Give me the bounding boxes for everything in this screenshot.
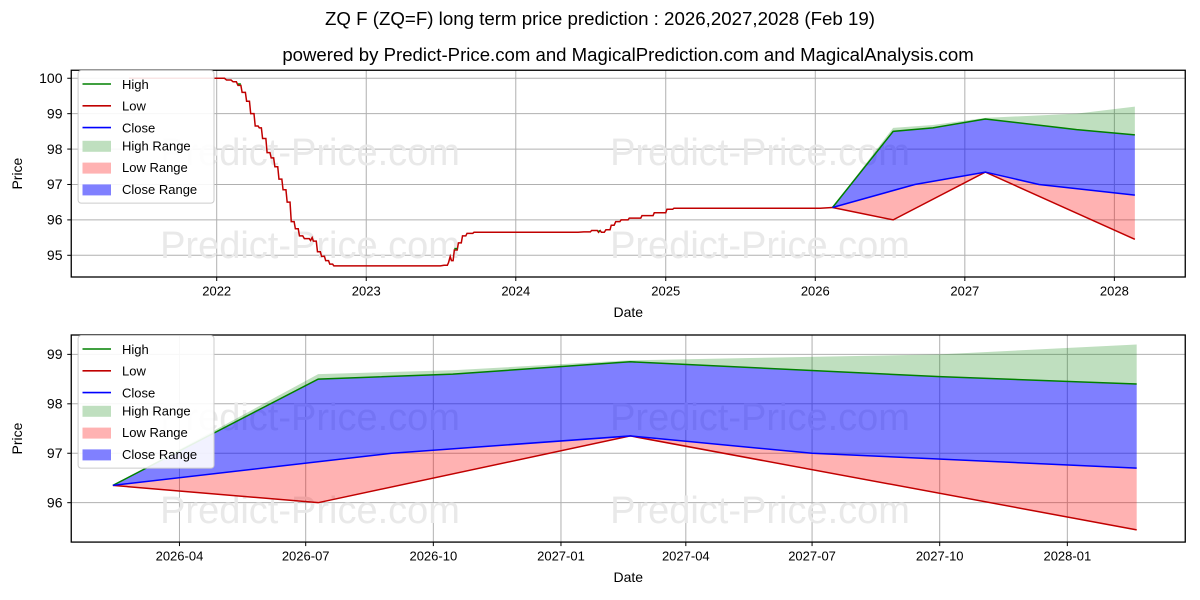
svg-text:2025: 2025	[651, 284, 680, 299]
svg-text:2024: 2024	[501, 284, 530, 299]
svg-text:Predict-Price.com: Predict-Price.com	[610, 225, 910, 267]
svg-text:High: High	[122, 77, 149, 92]
svg-text:High: High	[122, 342, 149, 357]
svg-text:Price: Price	[9, 422, 25, 454]
svg-text:2026-07: 2026-07	[282, 549, 330, 564]
svg-text:Price: Price	[9, 157, 25, 189]
svg-text:95: 95	[47, 247, 63, 263]
svg-text:2027: 2027	[950, 284, 979, 299]
svg-text:2027-07: 2027-07	[788, 549, 836, 564]
svg-text:High Range: High Range	[122, 138, 191, 153]
svg-text:Date: Date	[613, 304, 643, 320]
svg-text:2028: 2028	[1100, 284, 1129, 299]
svg-text:Close: Close	[122, 385, 155, 400]
svg-text:2028-01: 2028-01	[1043, 549, 1091, 564]
svg-text:2026-04: 2026-04	[156, 549, 204, 564]
svg-text:Close Range: Close Range	[122, 447, 197, 462]
svg-text:Date: Date	[613, 569, 643, 585]
svg-text:99: 99	[47, 346, 63, 362]
svg-text:Low: Low	[122, 364, 146, 379]
svg-text:99: 99	[47, 105, 63, 121]
svg-text:Close: Close	[122, 120, 155, 135]
svg-text:2022: 2022	[202, 284, 231, 299]
svg-text:97: 97	[47, 176, 63, 192]
svg-text:2026: 2026	[801, 284, 830, 299]
svg-text:Close Range: Close Range	[122, 182, 197, 197]
svg-text:97: 97	[47, 445, 63, 461]
svg-text:2027-10: 2027-10	[916, 549, 964, 564]
svg-text:Predict-Price.com: Predict-Price.com	[160, 225, 460, 267]
svg-text:2027-01: 2027-01	[537, 549, 585, 564]
svg-text:Low Range: Low Range	[122, 160, 188, 175]
svg-text:Predict-Price.com: Predict-Price.com	[610, 490, 910, 532]
svg-text:96: 96	[47, 494, 63, 510]
svg-text:96: 96	[47, 212, 63, 228]
svg-text:98: 98	[47, 141, 63, 157]
svg-text:Low: Low	[122, 99, 146, 114]
svg-text:2023: 2023	[352, 284, 381, 299]
svg-text:Low Range: Low Range	[122, 425, 188, 440]
svg-text:98: 98	[47, 396, 63, 412]
svg-text:2026-10: 2026-10	[409, 549, 457, 564]
svg-text:2027-04: 2027-04	[662, 549, 710, 564]
svg-text:100: 100	[39, 70, 63, 86]
svg-text:High Range: High Range	[122, 403, 191, 418]
